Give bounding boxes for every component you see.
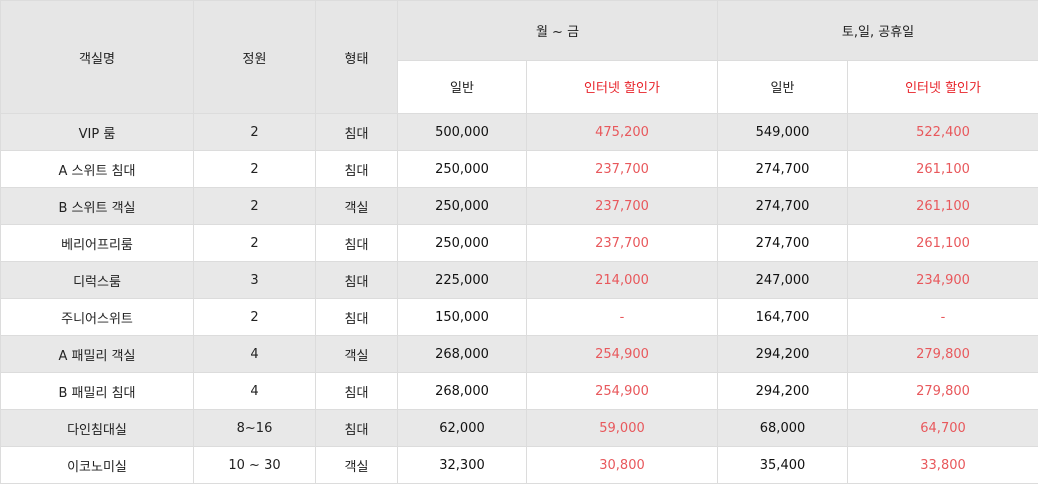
cell-room-name: B 스위트 객실 (0, 187, 194, 225)
cell-type: 침대 (315, 372, 398, 410)
cell-weekend-internet: - (847, 298, 1038, 336)
cell-weekday-regular: 250,000 (397, 187, 527, 225)
table-row: 다인침대실 8~16 침대 62,000 59,000 68,000 64,700 (0, 409, 1038, 447)
cell-room-name: 주니어스위트 (0, 298, 194, 336)
cell-weekend-regular: 164,700 (717, 298, 849, 336)
cell-weekend-internet: 279,800 (847, 372, 1038, 410)
header-weekday-regular: 일반 (397, 59, 527, 115)
header-weekend-regular: 일반 (717, 59, 849, 115)
cell-type: 침대 (315, 224, 398, 262)
cell-weekday-internet: 237,700 (525, 150, 719, 188)
cell-weekend-internet: 279,800 (847, 335, 1038, 373)
table-row: 이코노미실 10 ~ 30 객실 32,300 30,800 35,400 33,800 (0, 446, 1038, 484)
cell-weekday-regular: 62,000 (397, 409, 527, 447)
cell-type: 침대 (315, 150, 398, 188)
cell-weekend-internet: 234,900 (847, 261, 1038, 299)
cell-type: 객실 (315, 335, 398, 373)
table-row: A 스위트 침대 2 침대 250,000 237,700 274,700 261,100 (0, 150, 1038, 188)
cell-weekday-regular: 225,000 (397, 261, 527, 299)
cell-weekday-internet: 254,900 (525, 335, 719, 373)
cell-capacity: 8~16 (193, 409, 316, 447)
header-room-name: 객실명 (0, 0, 194, 114)
table-row: 주니어스위트 2 침대 150,000-164,700- (0, 298, 1038, 336)
cell-weekday-internet: 237,700 (525, 224, 719, 262)
cell-weekend-regular: 294,200 (717, 335, 849, 373)
header-weekday-internet: 인터넷 할인가 (525, 59, 719, 115)
cell-weekday-internet: - (525, 298, 719, 336)
table-row: B 스위트 객실 2 객실 250,000 237,700 274,700 261,100 (0, 187, 1038, 225)
cell-room-name: 이코노미실 (0, 446, 194, 484)
cell-weekday-internet: 214,000 (525, 261, 719, 299)
cell-type: 침대 (315, 261, 398, 299)
cell-room-name: A 스위트 침대 (0, 150, 194, 188)
cell-capacity: 4 (193, 372, 316, 410)
cell-room-name: B 패밀리 침대 (0, 372, 194, 410)
table-row: A 패밀리 객실 4 객실 268,000 254,900 294,200 279,800 (0, 335, 1038, 373)
table-row: VIP 룸 2 침대 500,000 475,200 549,000 522,400 (0, 113, 1038, 151)
cell-weekend-regular: 274,700 (717, 150, 849, 188)
table-row: B 패밀리 침대 4 침대 268,000 254,900 294,200 279,800 (0, 372, 1038, 410)
cell-weekend-regular: 247,000 (717, 261, 849, 299)
cell-type: 침대 (315, 298, 398, 336)
cell-weekend-regular: 68,000 (717, 409, 849, 447)
cell-capacity: 10 ~ 30 (193, 446, 316, 484)
cell-weekend-internet: 64,700 (847, 409, 1038, 447)
cell-room-name: VIP 룸 (0, 113, 194, 151)
cell-capacity: 2 (193, 224, 316, 262)
cell-type: 객실 (315, 187, 398, 225)
cell-weekend-internet: 261,100 (847, 187, 1038, 225)
cell-capacity: 2 (193, 298, 316, 336)
cell-weekend-regular: 35,400 (717, 446, 849, 484)
cell-weekday-regular: 250,000 (397, 224, 527, 262)
cell-capacity: 4 (193, 335, 316, 373)
cell-capacity: 2 (193, 113, 316, 151)
header-weekend: 토,일, 공휴일 (717, 0, 1038, 61)
header-weekday: 월 ~ 금 (396, 0, 719, 61)
table-row: 베리어프리룸 2 침대 250,000 237,700 274,700 261,100 (0, 224, 1038, 262)
rate-rows: VIP 룸 2 침대 500,000 475,200 549,000 522,400 A 스위… (0, 113, 1038, 484)
cell-capacity: 2 (193, 187, 316, 225)
cell-type: 객실 (315, 446, 398, 484)
cell-weekday-internet: 30,800 (525, 446, 719, 484)
cell-weekday-regular: 150,000 (397, 298, 527, 336)
cell-weekend-regular: 549,000 (717, 113, 849, 151)
cell-capacity: 2 (193, 150, 316, 188)
cell-weekend-internet: 261,100 (847, 150, 1038, 188)
cell-weekday-regular: 32,300 (397, 446, 527, 484)
table-row: 디럭스룸 3 침대 225,000 214,000 247,000 234,900 (0, 261, 1038, 299)
cell-weekend-regular: 274,700 (717, 224, 849, 262)
cell-room-name: 다인침대실 (0, 409, 194, 447)
cell-room-name: 베리어프리룸 (0, 224, 194, 262)
cell-weekend-internet: 261,100 (847, 224, 1038, 262)
cell-weekday-internet: 475,200 (525, 113, 719, 151)
cell-weekend-regular: 274,700 (717, 187, 849, 225)
header-capacity: 정원 (193, 0, 316, 114)
cell-room-name: A 패밀리 객실 (0, 335, 194, 373)
cell-weekday-regular: 268,000 (397, 335, 527, 373)
header-type: 형태 (315, 0, 398, 114)
cell-weekend-regular: 294,200 (717, 372, 849, 410)
cell-weekday-internet: 237,700 (525, 187, 719, 225)
cell-weekend-internet: 522,400 (847, 113, 1038, 151)
cell-weekday-regular: 500,000 (397, 113, 527, 151)
cell-weekday-regular: 268,000 (397, 372, 527, 410)
cell-weekday-internet: 59,000 (525, 409, 719, 447)
cell-weekday-regular: 250,000 (397, 150, 527, 188)
cell-room-name: 디럭스룸 (0, 261, 194, 299)
header-weekend-internet: 인터넷 할인가 (847, 59, 1038, 115)
cell-type: 침대 (315, 113, 398, 151)
cell-weekday-internet: 254,900 (525, 372, 719, 410)
cell-weekend-internet: 33,800 (847, 446, 1038, 484)
cell-type: 침대 (315, 409, 398, 447)
cell-capacity: 3 (193, 261, 316, 299)
